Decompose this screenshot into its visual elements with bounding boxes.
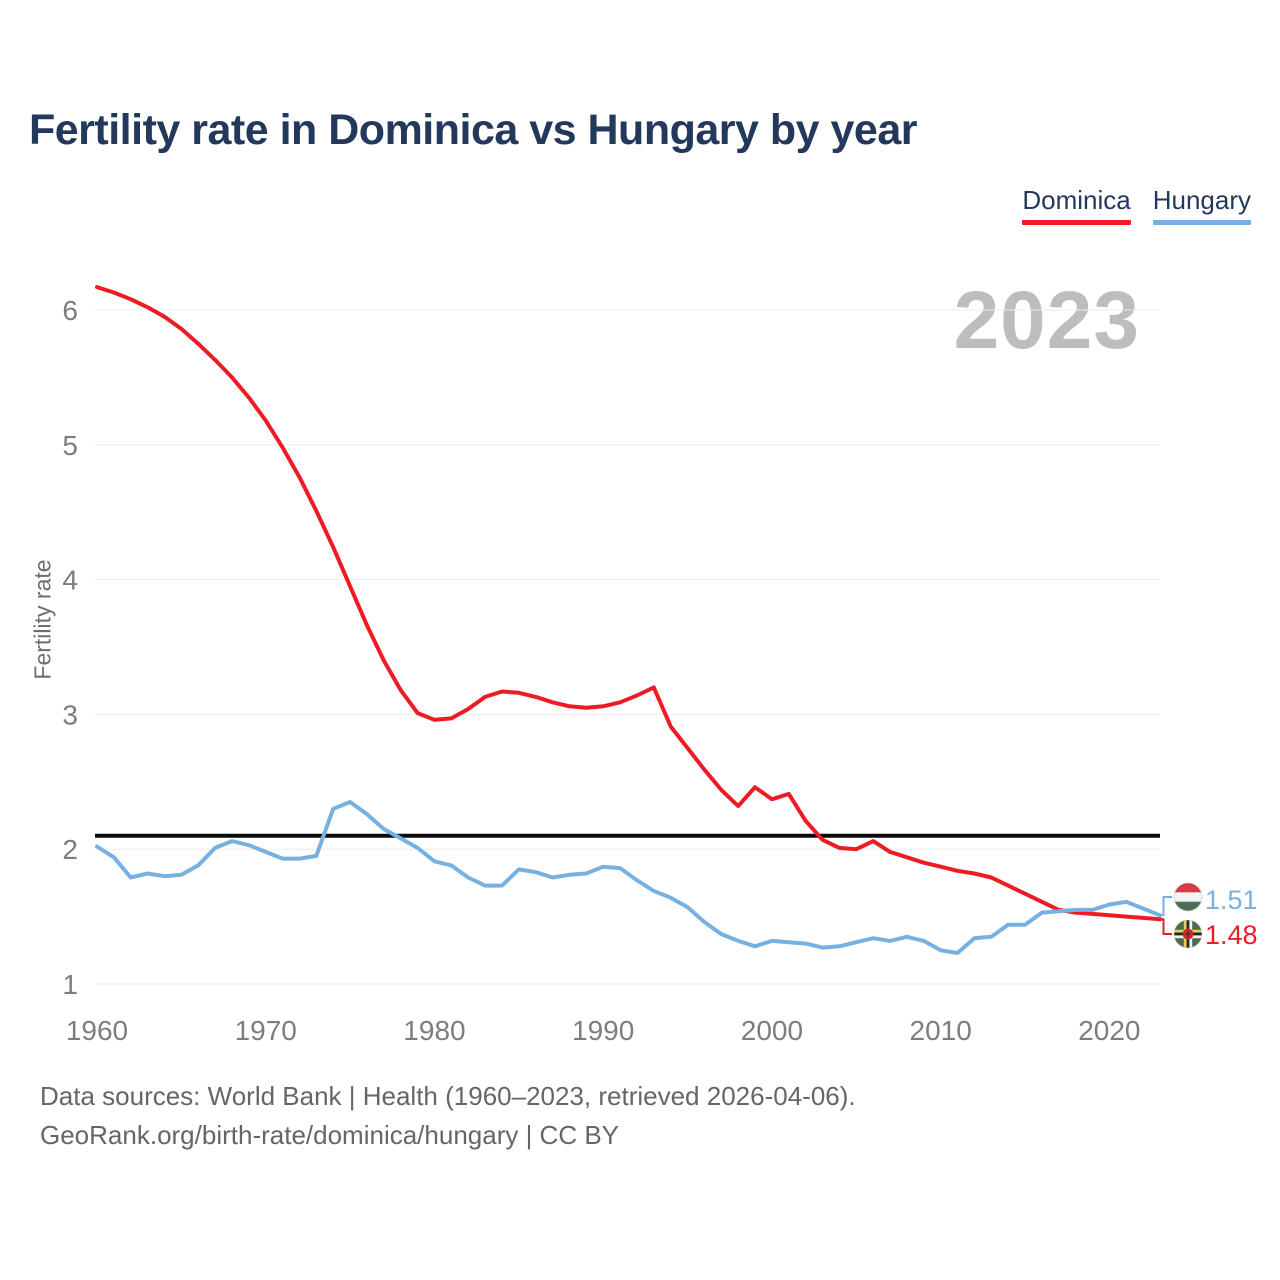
legend-label-dominica: Dominica <box>1022 185 1131 215</box>
series-line-dominica <box>95 285 1162 922</box>
year-watermark: 2023 <box>953 275 1140 366</box>
dominica-flag-icon <box>1173 919 1203 949</box>
y-tick-label-5: 5 <box>62 430 78 461</box>
x-tick-label-1970: 1970 <box>235 1015 297 1046</box>
gridlines <box>95 309 1160 985</box>
dominica-connector-line <box>1160 918 1172 935</box>
y-axis-title: Fertility rate <box>29 559 56 680</box>
hungary-connector-line <box>1160 896 1172 917</box>
x-tick-label-1980: 1980 <box>403 1015 465 1046</box>
y-tick-label-4: 4 <box>62 565 78 596</box>
legend-item-dominica[interactable]: Dominica <box>1022 185 1131 225</box>
hungary-end-value: 1.51 <box>1205 885 1258 915</box>
legend: Dominica Hungary <box>1022 185 1251 225</box>
hungary-flag-icon <box>1173 882 1203 912</box>
x-tick-label-2010: 2010 <box>910 1015 972 1046</box>
chart-title: Fertility rate in Dominica vs Hungary by… <box>29 106 917 154</box>
legend-underline-hungary <box>1152 220 1251 225</box>
data-sources-line2: GeoRank.org/birth-rate/dominica/hungary … <box>40 1120 620 1150</box>
series-line-hungary <box>95 800 1162 955</box>
y-tick-label-1: 1 <box>62 969 78 1000</box>
x-axis-ticks: 1960 1970 1980 1990 2000 2010 2020 <box>66 1015 1141 1046</box>
y-tick-label-3: 3 <box>62 699 78 730</box>
dominica-end-value: 1.48 <box>1205 920 1258 950</box>
series-lines <box>95 285 1162 955</box>
legend-label-hungary: Hungary <box>1152 185 1251 215</box>
data-sources: Data sources: World Bank | Health (1960–… <box>40 1077 856 1155</box>
data-sources-line1: Data sources: World Bank | Health (1960–… <box>40 1081 856 1111</box>
legend-underline-dominica <box>1022 220 1131 225</box>
legend-item-hungary[interactable]: Hungary <box>1152 185 1251 225</box>
y-axis-ticks: 1 2 3 4 5 6 <box>62 295 78 1000</box>
y-tick-label-6: 6 <box>62 295 78 326</box>
x-tick-label-1960: 1960 <box>66 1015 128 1046</box>
x-tick-label-2020: 2020 <box>1078 1015 1140 1046</box>
y-tick-label-2: 2 <box>62 834 78 865</box>
x-tick-label-2000: 2000 <box>741 1015 803 1046</box>
end-label-connectors <box>1160 896 1172 935</box>
x-tick-label-1990: 1990 <box>572 1015 634 1046</box>
